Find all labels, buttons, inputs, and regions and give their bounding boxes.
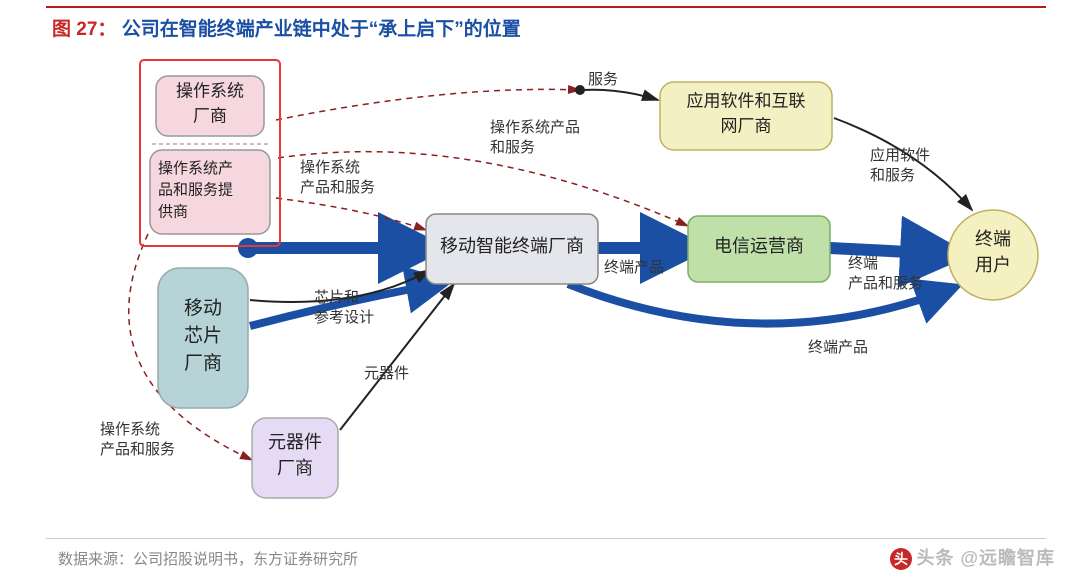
- node-app_net-label: 网厂商: [721, 116, 772, 135]
- watermark-icon: 头: [890, 548, 912, 570]
- node-chip-label: 移动: [184, 297, 222, 319]
- node-os_vendor-label: 厂商: [193, 106, 227, 125]
- node-os_prod: 操作系统产品和服务提供商: [150, 150, 270, 234]
- edge-label: 应用软件: [870, 146, 930, 164]
- node-component-label: 元器件: [268, 432, 322, 452]
- edge-label: 产品和服务: [848, 275, 923, 292]
- node-telecom-label: 电信运营商: [714, 236, 804, 256]
- arrow-main_tel_to_user: [830, 248, 948, 254]
- arrow-os_to_hub_dash: [276, 198, 426, 230]
- node-os_vendor-label: 操作系统: [176, 82, 244, 101]
- edge-label: 终端: [848, 255, 878, 272]
- node-end_user: 终端用户: [948, 210, 1038, 300]
- arrow-os_to_service: [276, 89, 580, 120]
- source-text: 数据来源：公司招股说明书，东方证券研究所: [58, 548, 358, 569]
- node-os_prod-label: 供商: [158, 203, 188, 220]
- node-component: 元器件厂商: [252, 418, 338, 498]
- edge-label: 服务: [588, 71, 618, 88]
- edge-label: 终端产品: [808, 339, 868, 356]
- edge-label: 芯片和: [314, 289, 359, 306]
- edge-label: 操作系统: [100, 421, 160, 438]
- arrow-service_to_app: [582, 90, 658, 100]
- node-component-label: 厂商: [277, 458, 313, 478]
- arrow-app_to_user: [834, 118, 972, 210]
- edge-label: 参考设计: [314, 309, 374, 326]
- node-chip-label: 厂商: [184, 352, 222, 374]
- edge-label: 操作系统产品: [490, 119, 580, 136]
- node-end_user-label: 用户: [975, 255, 1011, 275]
- node-telecom: 电信运营商: [688, 216, 830, 282]
- node-terminal_maker: 移动智能终端厂商: [426, 214, 598, 284]
- edge-label: 和服务: [490, 139, 535, 156]
- node-os_prod-label: 操作系统产: [158, 160, 233, 177]
- diagram-canvas: 操作系统厂商操作系统产品和服务提供商移动芯片厂商元器件厂商移动智能终端厂商应用软…: [0, 0, 1089, 584]
- node-terminal_maker-label: 移动智能终端厂商: [440, 236, 584, 256]
- watermark-text: 头条 @远瞻智库: [916, 548, 1055, 568]
- edge-label: 和服务: [870, 167, 915, 184]
- node-chip: 移动芯片厂商: [158, 268, 248, 408]
- edge-label: 元器件: [364, 365, 409, 382]
- node-end_user-label: 终端: [975, 229, 1011, 249]
- edge-label: 操作系统: [300, 159, 360, 176]
- connector-dot: [575, 85, 585, 95]
- node-app_net-label: 应用软件和互联: [687, 92, 806, 111]
- edge-label: 产品和服务: [100, 441, 175, 458]
- watermark: 头头条 @远瞻智库: [890, 544, 1055, 570]
- node-chip-label: 芯片: [184, 324, 222, 346]
- node-os_vendor: 操作系统厂商: [156, 76, 264, 136]
- node-app_net: 应用软件和互联网厂商: [660, 82, 832, 150]
- edge-label: 终端产品: [604, 259, 664, 276]
- node-os_prod-label: 品和服务提: [158, 182, 233, 199]
- edge-label: 产品和服务: [300, 179, 375, 196]
- connector-dot: [238, 238, 258, 258]
